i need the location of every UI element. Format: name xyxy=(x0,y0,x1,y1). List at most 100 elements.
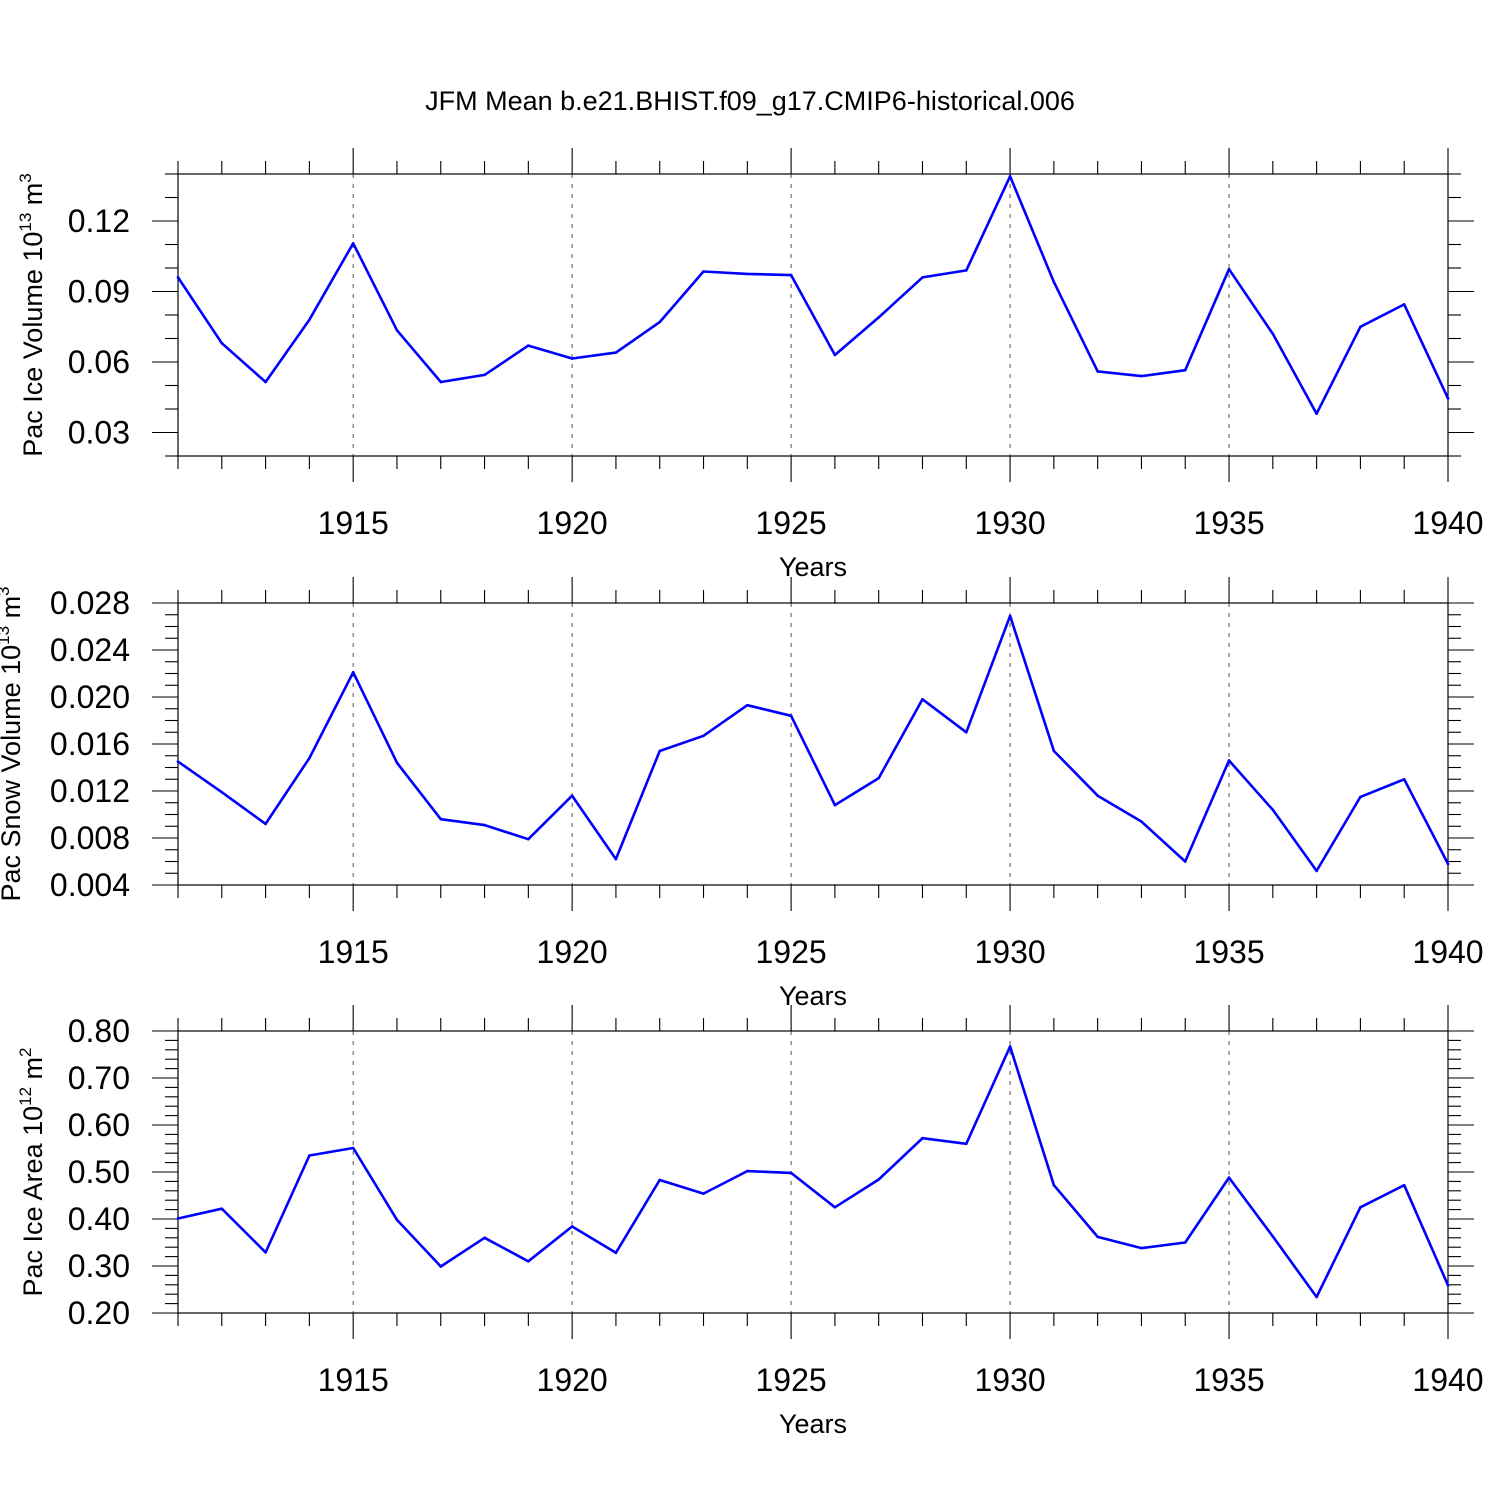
y-tick-label-0-2: 0.20 xyxy=(68,1295,130,1331)
data-point-1931 xyxy=(1052,749,1056,753)
y-tick-label-0-5: 0.50 xyxy=(68,1154,130,1190)
x-axis-label: Years xyxy=(779,1409,847,1439)
data-point-1917 xyxy=(439,1265,443,1268)
x-tick-label-1925: 1925 xyxy=(756,1362,827,1398)
panel-ice-volume: 0.03 0.06 0.09 0.12 1915 1920 1925 1930 1935 1940… xyxy=(16,148,1484,582)
data-point-1922 xyxy=(658,1178,662,1182)
data-point-1924 xyxy=(746,272,749,276)
data-point-1939 xyxy=(1402,303,1406,306)
data-point-1936 xyxy=(1271,1235,1275,1238)
y-axis-label-text: Pac Snow Volume 10 xyxy=(0,645,26,902)
x-tick-label-1935: 1935 xyxy=(1193,505,1264,541)
data-point-1937 xyxy=(1315,869,1318,873)
data-point-1934 xyxy=(1183,1241,1187,1244)
data-point-1927 xyxy=(877,1178,880,1181)
y-axis-label-text: Pac Ice Volume 10 xyxy=(18,232,48,457)
data-point-1930 xyxy=(1008,175,1012,178)
data-point-1919 xyxy=(527,1260,530,1263)
x-axis-label: Years xyxy=(779,552,847,582)
data-point-1925 xyxy=(789,273,793,277)
y-axis-label-superscript: 12 xyxy=(16,1087,35,1106)
y-axis-label-superscript: 13 xyxy=(16,213,35,232)
data-point-1916 xyxy=(395,761,399,765)
data-point-1936 xyxy=(1271,332,1275,336)
x-tick-label-1920: 1920 xyxy=(537,505,608,541)
data-point-1929 xyxy=(964,269,968,272)
data-point-1933 xyxy=(1140,374,1143,378)
data-point-1916 xyxy=(395,1218,399,1222)
data-point-1919 xyxy=(527,344,530,347)
y-axis-label-text: Pac Ice Area 10 xyxy=(18,1106,48,1297)
data-point-1915 xyxy=(351,1146,355,1150)
x-tick-label-1915: 1915 xyxy=(318,934,389,970)
data-point-1919 xyxy=(527,837,530,841)
y-tick-label-0-09: 0.09 xyxy=(68,274,130,310)
data-point-1920 xyxy=(570,357,574,360)
data-point-1935 xyxy=(1227,1176,1231,1179)
data-point-1918 xyxy=(483,1236,486,1240)
data-point-1927 xyxy=(877,776,880,780)
y-tick-label-0-004: 0.004 xyxy=(50,867,130,903)
data-point-1916 xyxy=(395,328,399,332)
data-point-1932 xyxy=(1096,1235,1099,1239)
y-tick-label-0-02: 0.020 xyxy=(50,679,130,715)
x-tick-label-1930: 1930 xyxy=(974,505,1045,541)
x-tick-label-1915: 1915 xyxy=(318,1362,389,1398)
data-point-1938 xyxy=(1359,1205,1362,1209)
data-point-1933 xyxy=(1140,820,1143,823)
data-point-1922 xyxy=(658,320,662,324)
y-axis-label-text: m xyxy=(18,1057,48,1087)
data-point-1926 xyxy=(833,803,837,807)
y-tick-label-0-028: 0.028 xyxy=(50,585,130,621)
y-tick-label-0-3: 0.30 xyxy=(68,1248,130,1284)
data-point-1928 xyxy=(921,698,924,701)
plot-frame xyxy=(177,602,1449,886)
series-line xyxy=(176,175,1450,416)
y-axis-label-text: m xyxy=(18,183,48,213)
data-point-1928 xyxy=(921,276,924,279)
y-tick-label-0-024: 0.024 xyxy=(50,632,130,668)
x-tick-label-1935: 1935 xyxy=(1193,1362,1264,1398)
x-tick-label-1930: 1930 xyxy=(974,934,1045,970)
y-tick-label-0-03: 0.03 xyxy=(68,415,130,451)
y-tick-label-0-016: 0.016 xyxy=(50,726,130,762)
panel-snow-volume: 0.004 0.008 0.012 0.016 0.020 0.024 0.028 1915 1… xyxy=(0,577,1484,1011)
data-point-1913 xyxy=(264,380,267,384)
data-point-1931 xyxy=(1052,1183,1056,1187)
x-tick-label-1925: 1925 xyxy=(756,505,827,541)
data-point-1912 xyxy=(220,341,224,345)
data-point-1917 xyxy=(439,817,443,821)
data-point-1939 xyxy=(1402,1183,1406,1187)
data-point-1911 xyxy=(176,1217,180,1220)
data-point-1926 xyxy=(833,353,837,357)
data-point-1928 xyxy=(921,1136,924,1140)
data-point-1921 xyxy=(614,857,618,861)
data-point-1930 xyxy=(1008,1045,1012,1048)
y-axis-label: Pac Ice Volume 1013 m3 xyxy=(16,173,48,457)
data-point-1914 xyxy=(308,756,311,760)
data-point-1935 xyxy=(1227,267,1231,271)
x-axis-label: Years xyxy=(779,981,847,1011)
data-point-1917 xyxy=(439,380,443,384)
panel-ice-area: 0.20 0.30 0.40 0.50 0.60 0.70 0.80 1915 1920 1925… xyxy=(16,1005,1484,1439)
y-axis-label-superscript: 3 xyxy=(0,586,13,595)
x-tick-label-1940: 1940 xyxy=(1412,505,1483,541)
data-point-1923 xyxy=(702,1192,705,1195)
data-point-1914 xyxy=(308,1154,311,1157)
y-tick-label-0-8: 0.80 xyxy=(68,1013,130,1049)
data-point-1938 xyxy=(1359,795,1362,799)
data-point-1930 xyxy=(1008,614,1012,618)
data-point-1912 xyxy=(220,790,224,794)
y-tick-label-0-12: 0.12 xyxy=(68,203,130,239)
data-point-1940 xyxy=(1446,1283,1450,1287)
data-point-1934 xyxy=(1183,860,1187,863)
data-point-1925 xyxy=(789,1171,793,1175)
data-point-1920 xyxy=(570,1225,574,1228)
x-tick-label-1915: 1915 xyxy=(318,505,389,541)
y-tick-label-0-008: 0.008 xyxy=(50,820,130,856)
data-point-1929 xyxy=(964,1142,968,1146)
data-point-1911 xyxy=(176,760,180,763)
data-point-1932 xyxy=(1096,794,1099,797)
y-axis-label-superscript: 3 xyxy=(16,173,35,182)
